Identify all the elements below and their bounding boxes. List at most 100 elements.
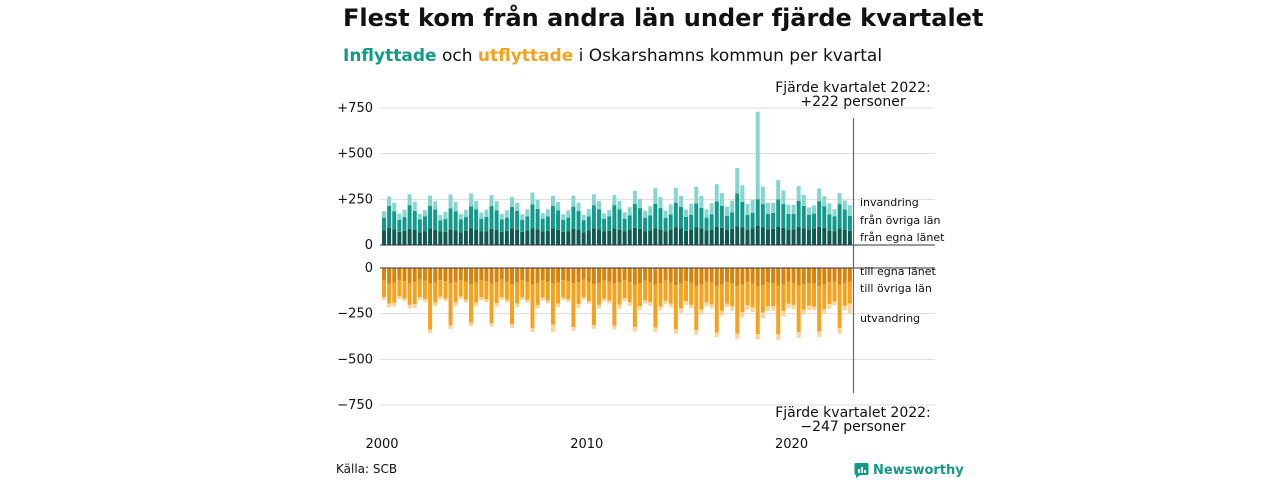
- bar-outflow-segment: [699, 284, 704, 310]
- bar-inflow-segment: [612, 205, 617, 229]
- bar-outflow-segment: [817, 285, 822, 332]
- bar-inflow-segment: [428, 228, 433, 245]
- bar-outflow-segment: [443, 298, 448, 302]
- bar-inflow-segment: [422, 231, 427, 245]
- bar-outflow-segment: [422, 280, 427, 300]
- bar-outflow-segment: [407, 282, 412, 305]
- bar-inflow-segment: [607, 216, 612, 231]
- bar-inflow-segment: [586, 216, 591, 231]
- bar-outflow-segment: [433, 268, 438, 283]
- bar-inflow-segment: [494, 210, 499, 231]
- bar-outflow-segment: [561, 297, 566, 301]
- bar-outflow-segment: [699, 309, 704, 315]
- bar-outflow-segment: [417, 268, 422, 280]
- bar-inflow-segment: [566, 210, 571, 218]
- bar-outflow-segment: [714, 268, 719, 286]
- bar-outflow-segment: [397, 296, 402, 300]
- bar-outflow-segment: [791, 304, 796, 310]
- bar-inflow-segment: [535, 229, 540, 245]
- bar-outflow-segment: [740, 312, 745, 318]
- bar-outflow-segment: [704, 268, 709, 282]
- bar-outflow-segment: [387, 303, 392, 308]
- bar-inflow-segment: [530, 192, 535, 205]
- bar-outflow-segment: [689, 282, 694, 305]
- bar-inflow-segment: [474, 200, 479, 210]
- bar-inflow-segment: [591, 228, 596, 245]
- bar-outflow-segment: [673, 285, 678, 330]
- y-tick-label: −250: [337, 307, 373, 322]
- bar-outflow-segment: [463, 281, 468, 300]
- subtitle-rest: i Oskarshamns kommun per kvartal: [573, 46, 883, 66]
- bar-outflow-segment: [709, 304, 714, 309]
- bar-outflow-segment: [545, 300, 550, 304]
- bar-inflow-segment: [781, 204, 786, 228]
- bar-inflow-segment: [637, 228, 642, 245]
- bar-outflow-segment: [822, 284, 827, 310]
- bar-inflow-segment: [581, 220, 586, 233]
- bar-outflow-segment: [699, 268, 704, 285]
- bar-outflow-segment: [781, 268, 786, 285]
- bar-inflow-segment: [643, 210, 648, 218]
- bar-inflow-segment: [484, 216, 489, 232]
- bar-inflow-segment: [725, 206, 729, 216]
- bar-outflow-segment: [474, 302, 479, 307]
- bar-outflow-segment: [591, 325, 596, 329]
- bar-outflow-segment: [458, 280, 463, 297]
- bar-outflow-segment: [735, 333, 740, 340]
- bar-inflow-segment: [632, 190, 637, 204]
- bar-inflow-segment: [515, 229, 520, 245]
- bar-inflow-segment: [760, 186, 765, 205]
- bar-inflow-segment: [597, 209, 602, 230]
- bar-outflow-segment: [417, 297, 422, 300]
- bar-inflow-segment: [735, 226, 740, 245]
- bar-outflow-segment: [602, 298, 607, 302]
- bar-outflow-segment: [448, 325, 453, 330]
- bar-inflow-segment: [781, 227, 786, 245]
- bar-outflow-segment: [796, 332, 801, 338]
- bar-outflow-segment: [755, 334, 760, 340]
- bar-inflow-segment: [417, 232, 422, 245]
- bar-outflow-segment: [658, 306, 663, 311]
- bar-inflow-segment: [735, 167, 740, 194]
- bar-inflow-segment: [658, 197, 663, 209]
- bar-inflow-segment: [515, 211, 520, 230]
- bar-outflow-segment: [771, 268, 776, 284]
- bar-outflow-segment: [796, 268, 801, 286]
- bar-outflow-segment: [428, 329, 433, 334]
- bar-inflow-segment: [550, 195, 555, 206]
- bar-outflow-segment: [458, 268, 463, 281]
- bar-inflow-segment: [382, 211, 386, 218]
- bar-outflow-segment: [648, 301, 653, 306]
- bar-outflow-segment: [663, 268, 668, 281]
- y-tick-label: +250: [337, 192, 373, 207]
- source-note: Källa: SCB: [336, 462, 398, 476]
- bar-outflow-segment: [627, 268, 632, 283]
- bar-inflow-segment: [678, 207, 683, 229]
- bar-outflow-segment: [469, 268, 474, 285]
- bar-inflow-segment: [617, 209, 622, 230]
- bar-inflow-segment: [422, 216, 427, 232]
- bar-inflow-segment: [735, 193, 740, 227]
- bar-outflow-segment: [422, 299, 427, 302]
- bar-inflow-segment: [812, 228, 817, 245]
- bar-inflow-segment: [684, 209, 689, 217]
- bar-inflow-segment: [453, 230, 458, 245]
- bar-inflow-segment: [499, 231, 504, 245]
- bar-inflow-segment: [392, 202, 397, 212]
- bar-inflow-segment: [443, 219, 448, 232]
- bar-outflow-segment: [417, 279, 422, 298]
- bar-outflow-segment: [637, 306, 642, 310]
- bar-inflow-segment: [643, 231, 648, 245]
- bar-inflow-segment: [786, 213, 791, 231]
- bar-inflow-segment: [499, 213, 504, 220]
- bar-outflow-segment: [755, 286, 760, 335]
- bar-outflow-segment: [571, 268, 576, 284]
- bar-outflow-segment: [474, 282, 479, 303]
- bar-inflow-segment: [397, 231, 402, 245]
- bar-inflow-segment: [433, 209, 438, 230]
- bar-inflow-segment: [653, 203, 658, 229]
- bar-inflow-segment: [597, 229, 602, 245]
- bar-outflow-segment: [556, 268, 561, 283]
- bar-inflow-segment: [597, 200, 602, 210]
- bar-inflow-segment: [458, 213, 463, 220]
